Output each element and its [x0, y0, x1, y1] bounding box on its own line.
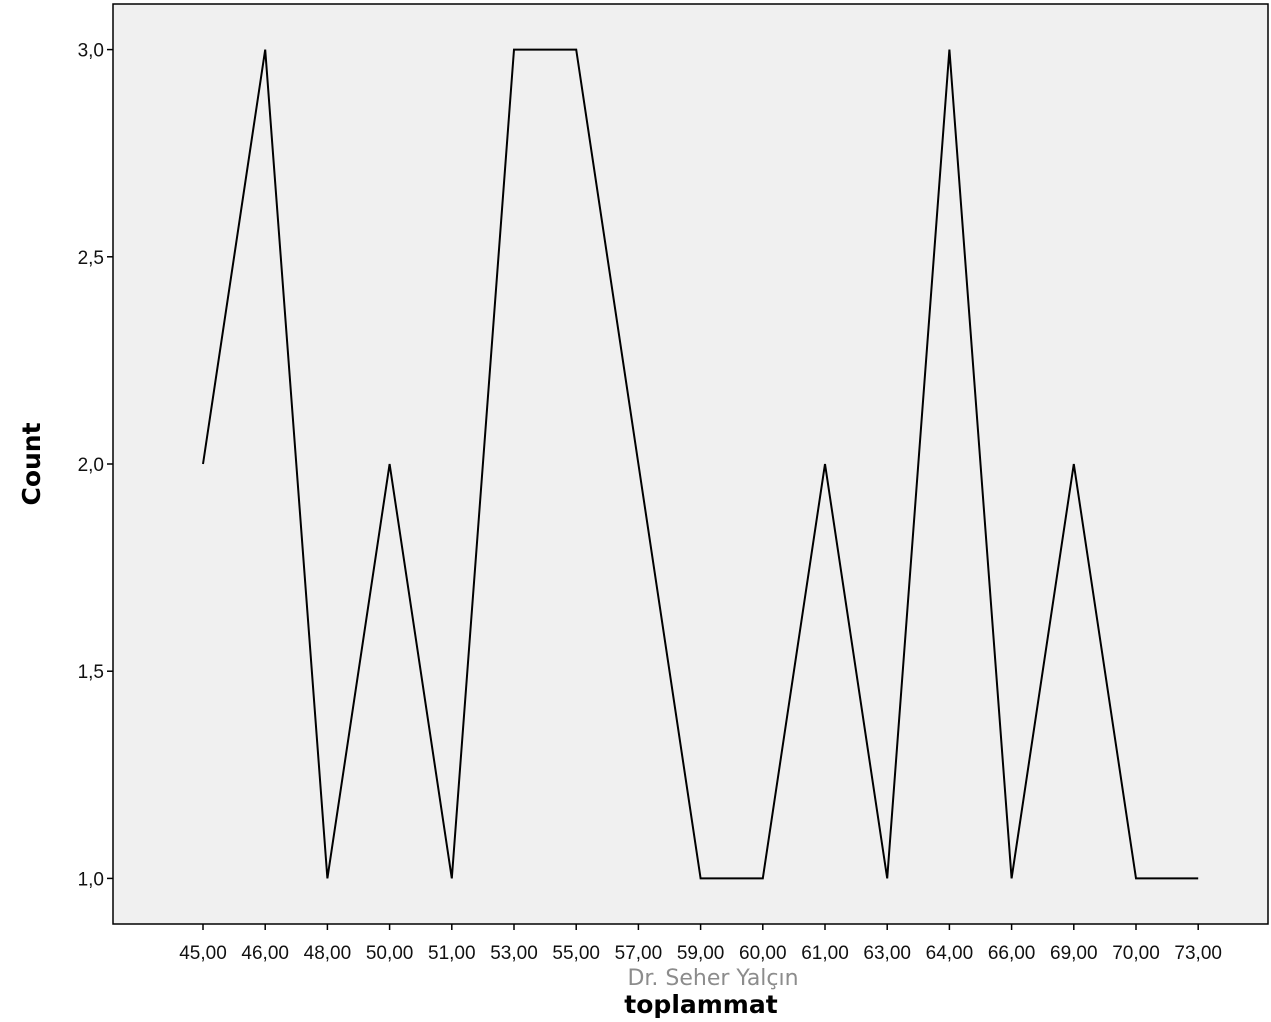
- x-tick-label: 61,00: [801, 943, 849, 964]
- x-tick-label: 48,00: [304, 943, 352, 964]
- x-tick-label: 55,00: [552, 943, 600, 964]
- y-tick-label: 3,0: [78, 41, 104, 62]
- x-tick-label: 45,00: [179, 943, 227, 964]
- x-tick-label: 73,00: [1174, 943, 1222, 964]
- x-tick-label: 64,00: [926, 943, 974, 964]
- x-axis: 45,00 46,00 48,00 50,00 51,00 53,00 55,00 57,00…: [179, 924, 1222, 964]
- x-tick-label: 46,00: [241, 943, 289, 964]
- y-axis: 1,0 1,5 2,0 2,5 3,0: [78, 41, 113, 890]
- x-tick-label: 50,00: [366, 943, 414, 964]
- x-tick-label: 59,00: [677, 943, 725, 964]
- x-tick-label: 66,00: [988, 943, 1036, 964]
- y-tick-label: 2,0: [78, 455, 104, 476]
- y-tick-label: 2,5: [78, 248, 104, 269]
- x-tick-label: 63,00: [863, 943, 911, 964]
- x-tick-label: 51,00: [428, 943, 476, 964]
- watermark-text: Dr. Seher Yalçın: [627, 966, 798, 991]
- y-tick-label: 1,5: [78, 662, 104, 683]
- y-tick-label: 1,0: [78, 869, 104, 890]
- series-line: [202, 48, 1199, 880]
- x-axis-title: toplammat: [624, 990, 777, 1019]
- y-axis-title: Count: [17, 422, 46, 505]
- x-tick-label: 57,00: [615, 943, 663, 964]
- plot-area: [112, 3, 1269, 925]
- x-tick-label: 53,00: [490, 943, 538, 964]
- x-tick-label: 60,00: [739, 943, 787, 964]
- x-tick-label: 69,00: [1050, 943, 1098, 964]
- x-tick-label: 70,00: [1112, 943, 1160, 964]
